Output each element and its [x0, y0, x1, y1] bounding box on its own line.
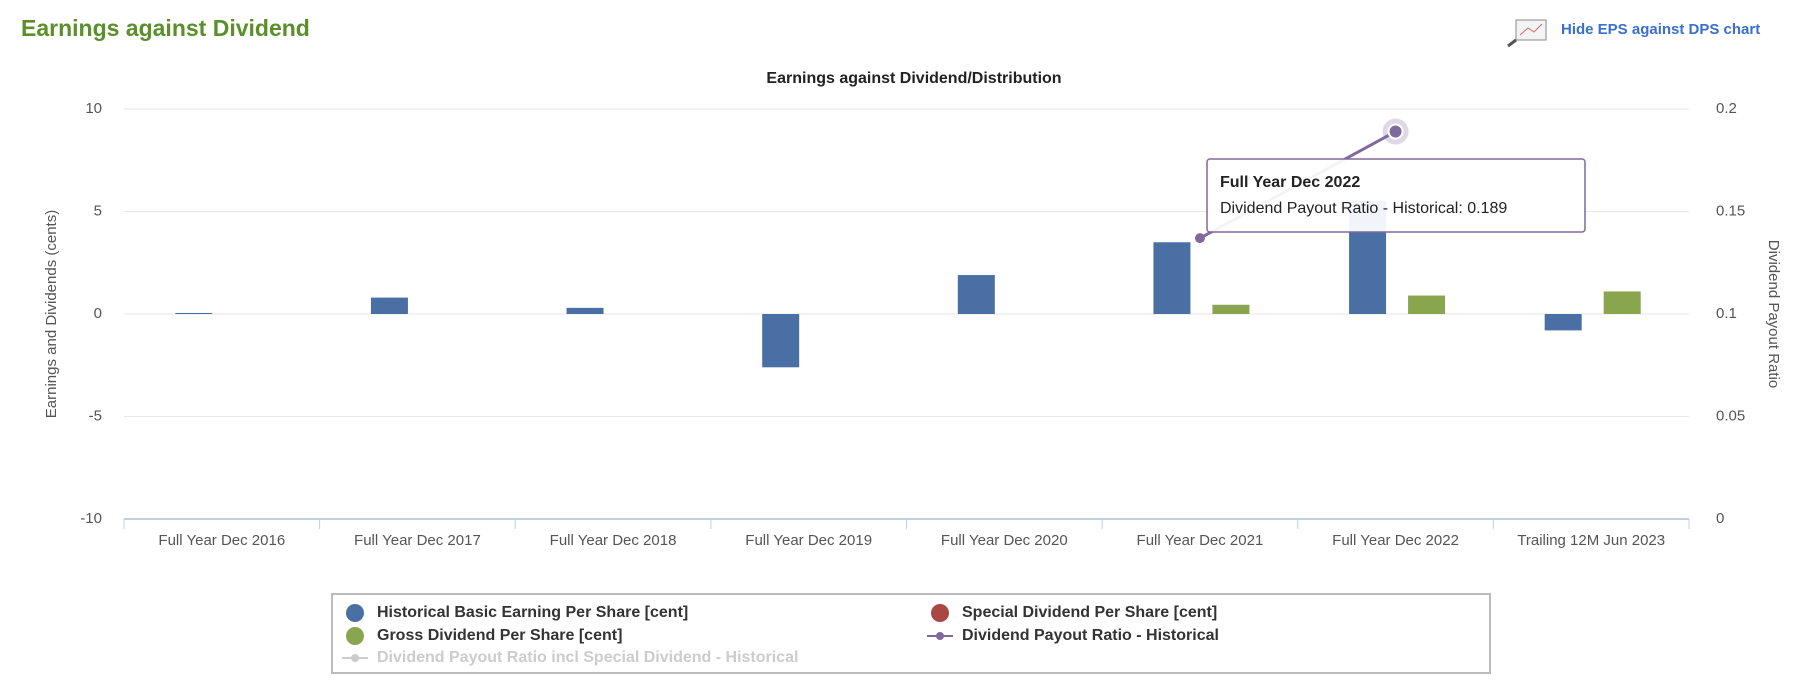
legend-marker	[936, 632, 944, 640]
x-tick-label-box: Full Year Dec 2021	[1136, 532, 1264, 549]
y-axis-title: Earnings and Dividends (cents)	[43, 210, 60, 418]
x-tick-label: Full Year Dec 2022	[1332, 532, 1459, 549]
tooltip-text: Dividend Payout Ratio - Historical: 0.18…	[1220, 200, 1507, 217]
legend-marker	[346, 627, 364, 645]
y2-axis-title: Dividend Payout Ratio	[1765, 240, 1782, 388]
bar	[957, 275, 995, 314]
bar	[1212, 304, 1250, 314]
y2-tick-label: 0.2	[1716, 100, 1737, 117]
y-tick-label: -5	[89, 407, 102, 424]
section-title: Earnings against Dividend	[21, 15, 310, 41]
x-tick-label-box: Full Year Dec 2019	[745, 532, 873, 549]
line-point	[1387, 123, 1404, 140]
legend-marker	[346, 604, 364, 622]
tooltip-box	[1206, 158, 1586, 233]
bar	[1544, 314, 1582, 331]
x-tick-label-box: Full Year Dec 2016	[158, 532, 286, 549]
x-tick-label-box: Full Year Dec 2017	[354, 532, 481, 549]
y2-tick-label: 0.1	[1716, 305, 1737, 322]
line-point	[1194, 233, 1205, 244]
chart-title: Earnings against Dividend/Distribution	[766, 70, 1061, 87]
legend-label[interactable]: Historical Basic Earning Per Share [cent…	[377, 604, 688, 621]
bar	[762, 314, 800, 368]
legend-label[interactable]: Dividend Payout Ratio - Historical	[962, 627, 1219, 644]
y2-tick-label: 0	[1716, 510, 1724, 527]
chart-icon	[1507, 19, 1547, 48]
x-tick-label: Full Year Dec 2017	[354, 532, 481, 549]
x-tick-label: Full Year Dec 2020	[940, 532, 1068, 549]
y2-tick-label: 0.15	[1716, 202, 1745, 219]
bar	[370, 297, 408, 314]
x-tick-label: Trailing 12M Jun 2023	[1517, 532, 1666, 549]
x-tick-label: Full Year Dec 2019	[745, 532, 873, 549]
legend-label[interactable]: Gross Dividend Per Share [cent]	[377, 627, 622, 644]
x-tick-label-box: Trailing 12M Jun 2023	[1517, 532, 1666, 549]
legend-marker	[351, 654, 359, 662]
bar	[1153, 242, 1191, 314]
x-tick-label: Full Year Dec 2021	[1136, 532, 1264, 549]
legend-label[interactable]: Special Dividend Per Share [cent]	[962, 604, 1217, 621]
legend-box	[331, 593, 1491, 674]
bar	[566, 307, 604, 314]
legend-marker	[931, 604, 949, 622]
x-tick-label: Full Year Dec 2018	[549, 532, 677, 549]
tooltip: Full Year Dec 2022 Dividend Payout Ratio …	[1206, 158, 1586, 233]
y-tick-label: 5	[94, 202, 102, 219]
tooltip-title: Full Year Dec 2022	[1220, 174, 1360, 191]
x-tick-label: Full Year Dec 2016	[158, 532, 286, 549]
x-tick-label-box: Full Year Dec 2020	[940, 532, 1068, 549]
bar	[175, 312, 213, 314]
bar	[1408, 295, 1446, 314]
bar	[1603, 291, 1641, 314]
x-tick-label-box: Full Year Dec 2022	[1332, 532, 1459, 549]
y2-tick-label: 0.05	[1716, 407, 1745, 424]
legend-label[interactable]: Dividend Payout Ratio incl Special Divid…	[377, 649, 798, 666]
x-tick-label-box: Full Year Dec 2018	[549, 532, 677, 549]
y-tick-label: 0	[94, 305, 102, 322]
hide-chart-link[interactable]: Hide EPS against DPS chart	[1561, 21, 1760, 38]
y-tick-label: 10	[85, 100, 102, 117]
y-tick-label: -10	[80, 510, 102, 527]
